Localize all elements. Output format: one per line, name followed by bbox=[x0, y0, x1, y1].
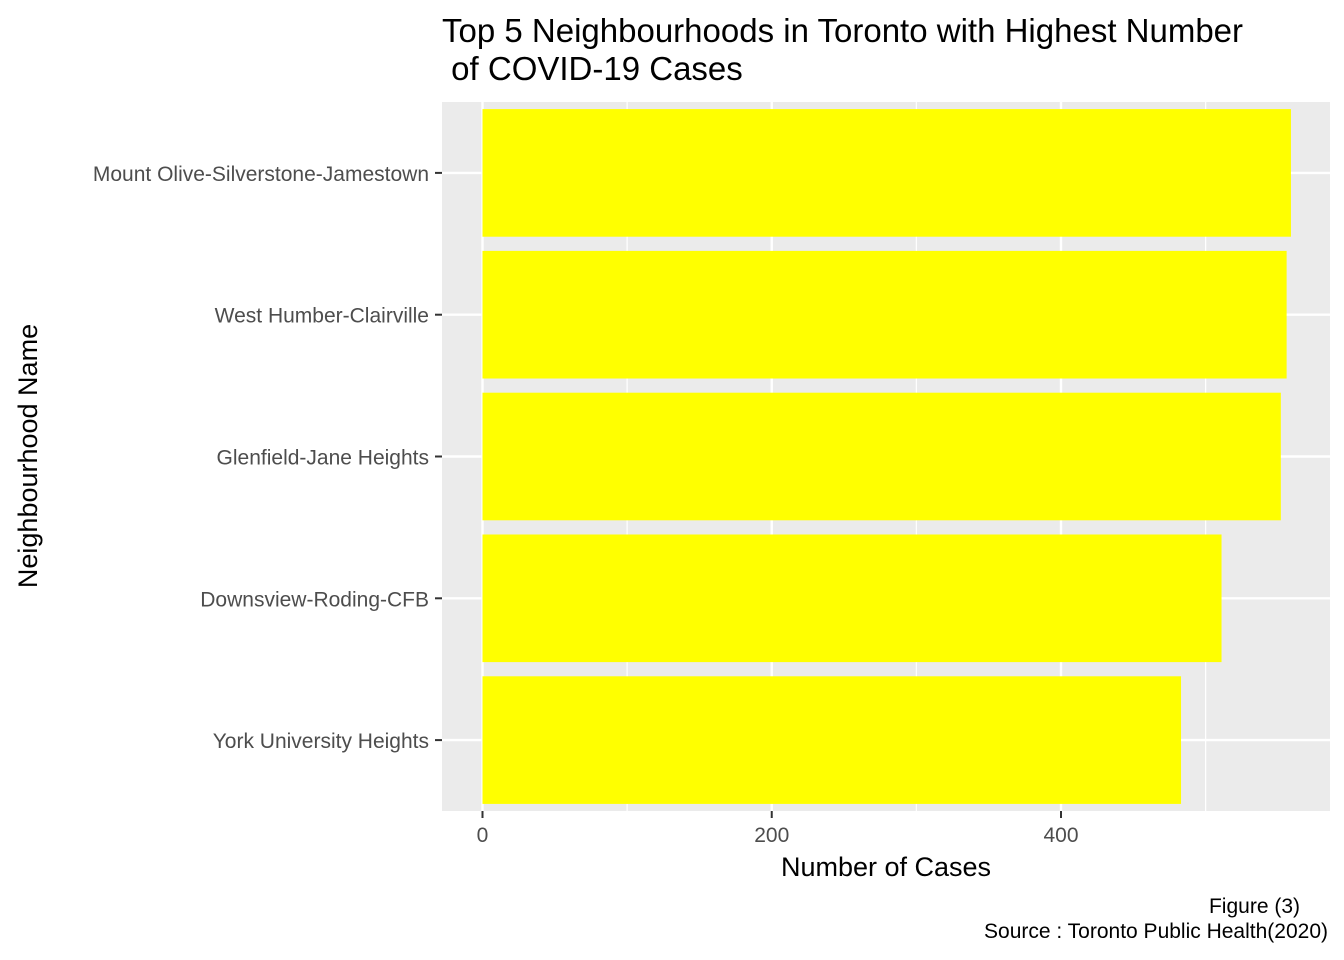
bar bbox=[482, 250, 1287, 379]
bar bbox=[482, 109, 1291, 237]
x-tick-label: 0 bbox=[477, 824, 489, 847]
y-tick-label: Glenfield-Jane Heights bbox=[217, 447, 429, 470]
source-note: Source : Toronto Public Health(2020) bbox=[984, 920, 1328, 943]
figure-number: Figure (3) bbox=[1208, 895, 1300, 918]
x-tick-label: 400 bbox=[1043, 824, 1078, 847]
chart-title: Top 5 Neighbourhoods in Toronto with Hig… bbox=[442, 12, 1244, 87]
x-axis-label: Number of Cases bbox=[781, 852, 991, 882]
y-tick-label: York University Heights bbox=[213, 730, 429, 753]
bar bbox=[482, 676, 1182, 804]
y-tick-label: West Humber-Clairville bbox=[215, 305, 429, 328]
bar bbox=[482, 392, 1281, 521]
bar bbox=[482, 534, 1222, 663]
x-tick-label: 200 bbox=[754, 824, 789, 847]
y-tick-label: Downsview-Roding-CFB bbox=[200, 588, 429, 611]
figure-caption: Figure (3) Source : Toronto Public Health… bbox=[984, 894, 1328, 944]
y-axis-label: Neighbourhood Name bbox=[13, 324, 43, 588]
y-tick-label: Mount Olive-Silverstone-Jamestown bbox=[93, 163, 429, 186]
